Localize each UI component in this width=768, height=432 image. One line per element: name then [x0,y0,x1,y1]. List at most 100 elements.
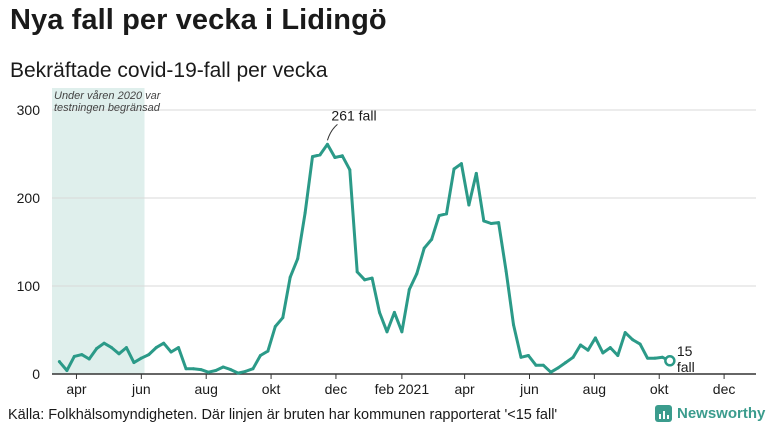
x-tick-label: apr [454,381,475,397]
series-line [57,142,672,375]
data-point [169,350,173,354]
data-point [139,356,143,360]
data-point [608,346,612,350]
data-point [102,341,106,345]
data-point [251,367,255,371]
data-point [80,353,84,357]
data-point [385,330,389,334]
data-point [57,360,61,364]
band-label: Under våren 2020 var [54,90,162,102]
data-point [653,356,657,360]
data-point [199,368,203,372]
data-point [400,330,404,334]
last-value-marker [664,355,676,367]
data-point [593,336,597,340]
bar-chart-icon [655,405,672,422]
data-point [526,354,530,358]
data-point [541,363,545,367]
data-point [348,168,352,172]
peak-annotation: 261 fall [331,107,376,123]
data-point [147,353,151,357]
data-point [512,323,516,327]
data-point [325,142,329,146]
limited-testing-band [52,88,145,374]
data-point [638,342,642,346]
x-tick-label: aug [583,381,606,397]
data-point [87,357,91,361]
data-point [564,361,568,365]
data-point [236,371,240,375]
chart-title: Nya fall per vecka i Lidingö [10,4,387,36]
x-tick-label: dec [325,381,348,397]
data-point [266,349,270,353]
band-label: testningen begränsad [54,102,161,114]
data-point [459,162,463,166]
data-point [370,276,374,280]
data-point [221,365,225,369]
x-tick-label: jun [131,381,151,397]
y-tick-label: 200 [17,190,41,206]
data-point [482,219,486,223]
data-point [281,316,285,320]
data-point [497,221,501,225]
x-tick-label: jun [519,381,539,397]
x-tick-label: feb 2021 [375,381,430,397]
last-value-label: 15 [677,343,693,359]
data-point [504,269,508,273]
data-point [124,346,128,350]
data-point [318,153,322,157]
y-tick-label: 0 [32,366,40,382]
data-point [467,203,471,207]
x-tick-label: okt [262,381,281,397]
data-point [579,343,583,347]
data-point [646,356,650,360]
data-point [110,346,114,350]
brand-name: Newsworthy [677,405,766,422]
x-tick-label: dec [713,381,736,397]
data-point [601,351,605,355]
data-point [474,171,478,175]
data-point [229,368,233,372]
x-tick-label: apr [66,381,87,397]
data-point [177,346,181,350]
data-point [273,324,277,328]
newsworthy-logo: Newsworthy [655,405,765,422]
data-point [132,361,136,365]
data-point [422,246,426,250]
data-point [489,222,493,226]
data-point [95,346,99,350]
data-point [340,154,344,158]
data-point [631,338,635,342]
data-point [214,368,218,372]
data-point [65,368,69,372]
data-point [556,366,560,370]
data-point [430,237,434,241]
data-point [311,155,315,159]
y-tick-label: 100 [17,278,41,294]
data-point [117,352,121,356]
x-tick-label: okt [650,381,669,397]
last-value-label: fall [677,359,695,375]
data-point [445,212,449,216]
data-point [519,355,523,359]
x-tick-label: aug [195,381,218,397]
data-point [378,310,382,314]
data-point [660,355,664,359]
data-point [437,214,441,218]
data-point [244,369,248,373]
data-point [72,354,76,358]
data-point [162,341,166,345]
data-point [355,270,359,274]
data-point [415,272,419,276]
data-point [184,367,188,371]
data-point [154,346,158,350]
data-point [333,156,337,160]
data-point [571,355,575,359]
data-point [206,370,210,374]
chart-subtitle: Bekräftade covid-19-fall per vecka [10,59,328,82]
data-point [616,354,620,358]
data-point [452,167,456,171]
data-point [623,331,627,335]
data-point [303,211,307,215]
